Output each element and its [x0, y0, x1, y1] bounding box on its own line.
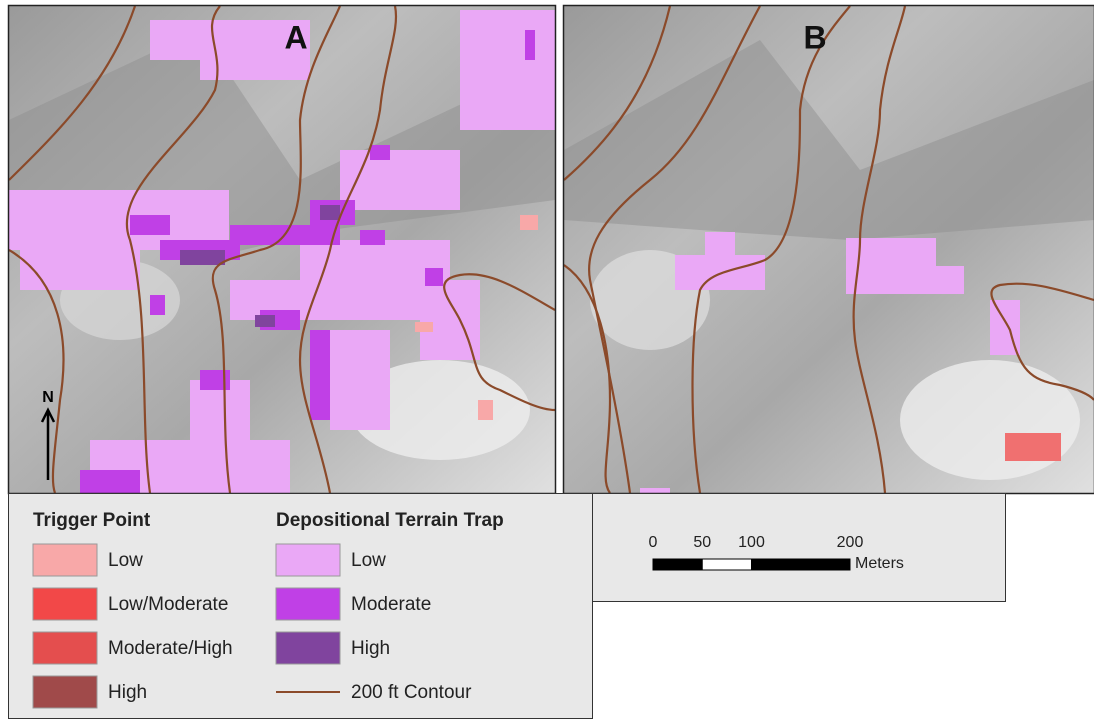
legend-title: Trigger Point: [33, 510, 151, 531]
panel-label: B: [803, 19, 826, 55]
scale-label: 100: [738, 534, 765, 551]
legend-swatch: [33, 588, 97, 620]
legend-label: Low: [351, 550, 386, 571]
legend-label: High: [351, 638, 390, 659]
scale-unit: Meters: [855, 555, 904, 572]
legend-label: Moderate: [351, 594, 431, 615]
figure: A N B Trigger Point Depositional Terrain…: [0, 0, 1094, 719]
legend-label: High: [108, 682, 147, 703]
legend-swatch: [276, 544, 340, 576]
legend-label: Low/Moderate: [108, 594, 228, 615]
legend-swatch: [33, 544, 97, 576]
legend-swatch: [33, 676, 97, 708]
legend-title: Depositional Terrain Trap: [276, 510, 504, 531]
legend-label: 200 ft Contour: [351, 682, 472, 703]
map-a: [9, 6, 555, 493]
scale-segment: [702, 559, 751, 570]
legend-label: Moderate/High: [108, 638, 233, 659]
legend-label: Low: [108, 550, 143, 571]
scale-segment: [752, 559, 851, 570]
panel-label: A: [284, 19, 307, 55]
scale-label: 50: [693, 534, 711, 551]
scale-segment: [653, 559, 702, 570]
legend-swatch: [276, 588, 340, 620]
north-label: N: [42, 389, 54, 406]
map-b: [564, 6, 1094, 493]
scale-label: 0: [649, 534, 658, 551]
scale-label: 200: [837, 534, 864, 551]
legend-swatch: [33, 632, 97, 664]
legend-swatch: [276, 632, 340, 664]
